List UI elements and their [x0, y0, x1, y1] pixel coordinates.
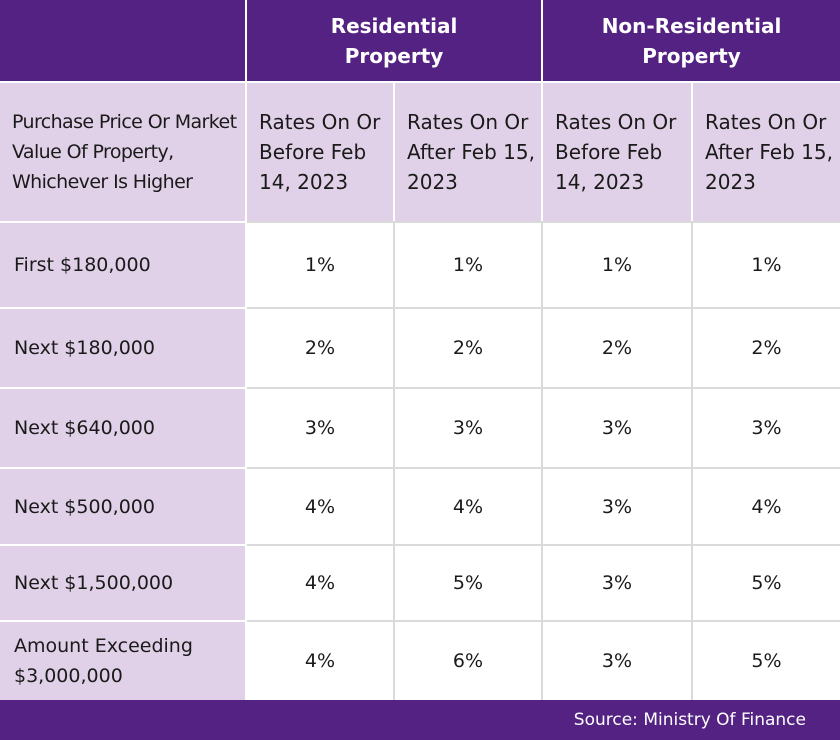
nonres-before-cell: 1%	[543, 221, 693, 307]
res-after-cell: 2%	[395, 307, 543, 387]
source-text: Source: Ministry Of Finance	[573, 710, 806, 730]
non-residential-header: Non-Residential Property	[543, 0, 840, 81]
row-bracket-label: First $180,000	[0, 221, 247, 307]
nonres-after-cell: 4%	[693, 467, 840, 544]
table-row: Next $1,500,000 4% 5% 3% 5%	[0, 544, 840, 620]
res-after-header: Rates On Or After Feb 15, 2023	[395, 81, 543, 221]
res-before-cell: 4%	[247, 544, 395, 620]
res-after-cell: 1%	[395, 221, 543, 307]
nonres-before-cell: 2%	[543, 307, 693, 387]
bracket-column-header: Purchase Price Or Market Value Of Proper…	[0, 81, 247, 221]
nonres-after-cell: 2%	[693, 307, 840, 387]
row-bracket-label: Amount Exceeding $3,000,000	[0, 620, 247, 700]
nonres-before-cell: 3%	[543, 467, 693, 544]
res-before-cell: 4%	[247, 467, 395, 544]
subheader-row: Purchase Price Or Market Value Of Proper…	[0, 81, 840, 221]
res-after-cell: 4%	[395, 467, 543, 544]
res-before-cell: 1%	[247, 221, 395, 307]
table-row: Next $640,000 3% 3% 3% 3%	[0, 387, 840, 467]
res-after-cell: 5%	[395, 544, 543, 620]
nonres-before-header: Rates On Or Before Feb 14, 2023	[543, 81, 693, 221]
nonres-after-header: Rates On Or After Feb 15, 2023	[693, 81, 840, 221]
table-row: Next $180,000 2% 2% 2% 2%	[0, 307, 840, 387]
nonres-before-cell: 3%	[543, 620, 693, 700]
res-before-header: Rates On Or Before Feb 14, 2023	[247, 81, 395, 221]
table-row: Amount Exceeding $3,000,000 4% 6% 3% 5%	[0, 620, 840, 700]
group-header-row: Residential Property Non-Residential Pro…	[0, 0, 840, 81]
nonres-after-cell: 3%	[693, 387, 840, 467]
res-before-cell: 3%	[247, 387, 395, 467]
nonres-before-cell: 3%	[543, 387, 693, 467]
res-before-cell: 2%	[247, 307, 395, 387]
res-after-cell: 6%	[395, 620, 543, 700]
nonres-after-cell: 5%	[693, 544, 840, 620]
table-row: First $180,000 1% 1% 1% 1%	[0, 221, 840, 307]
res-after-cell: 3%	[395, 387, 543, 467]
rates-table: Residential Property Non-Residential Pro…	[0, 0, 840, 700]
residential-header: Residential Property	[247, 0, 543, 81]
row-bracket-label: Next $500,000	[0, 467, 247, 544]
source-footer: Source: Ministry Of Finance	[0, 700, 840, 740]
table-row: Next $500,000 4% 4% 3% 4%	[0, 467, 840, 544]
row-bracket-label: Next $640,000	[0, 387, 247, 467]
row-bracket-label: Next $180,000	[0, 307, 247, 387]
row-bracket-label: Next $1,500,000	[0, 544, 247, 620]
nonres-before-cell: 3%	[543, 544, 693, 620]
nonres-after-cell: 1%	[693, 221, 840, 307]
header-blank-cell	[0, 0, 247, 81]
res-before-cell: 4%	[247, 620, 395, 700]
nonres-after-cell: 5%	[693, 620, 840, 700]
